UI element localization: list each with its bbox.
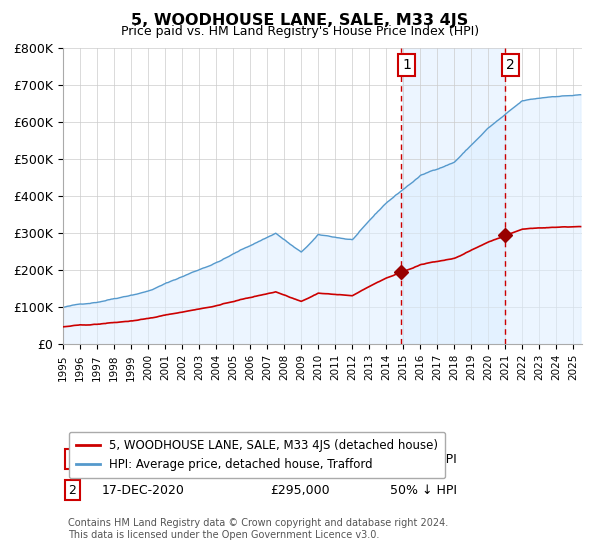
Text: £195,000: £195,000 — [271, 452, 330, 466]
Text: 50% ↓ HPI: 50% ↓ HPI — [390, 484, 457, 497]
Text: 17-DEC-2020: 17-DEC-2020 — [102, 484, 185, 497]
Text: 49% ↓ HPI: 49% ↓ HPI — [390, 452, 457, 466]
Text: Contains HM Land Registry data © Crown copyright and database right 2024.
This d: Contains HM Land Registry data © Crown c… — [68, 518, 448, 540]
Text: £295,000: £295,000 — [271, 484, 330, 497]
Text: 2: 2 — [68, 484, 76, 497]
Text: 5, WOODHOUSE LANE, SALE, M33 4JS: 5, WOODHOUSE LANE, SALE, M33 4JS — [131, 13, 469, 28]
Legend: 5, WOODHOUSE LANE, SALE, M33 4JS (detached house), HPI: Average price, detached : 5, WOODHOUSE LANE, SALE, M33 4JS (detach… — [69, 432, 445, 478]
Text: 1: 1 — [68, 452, 76, 466]
Text: 2: 2 — [506, 58, 515, 72]
Text: 07-NOV-2014: 07-NOV-2014 — [102, 452, 185, 466]
Text: Price paid vs. HM Land Registry's House Price Index (HPI): Price paid vs. HM Land Registry's House … — [121, 25, 479, 38]
Text: 1: 1 — [402, 58, 411, 72]
